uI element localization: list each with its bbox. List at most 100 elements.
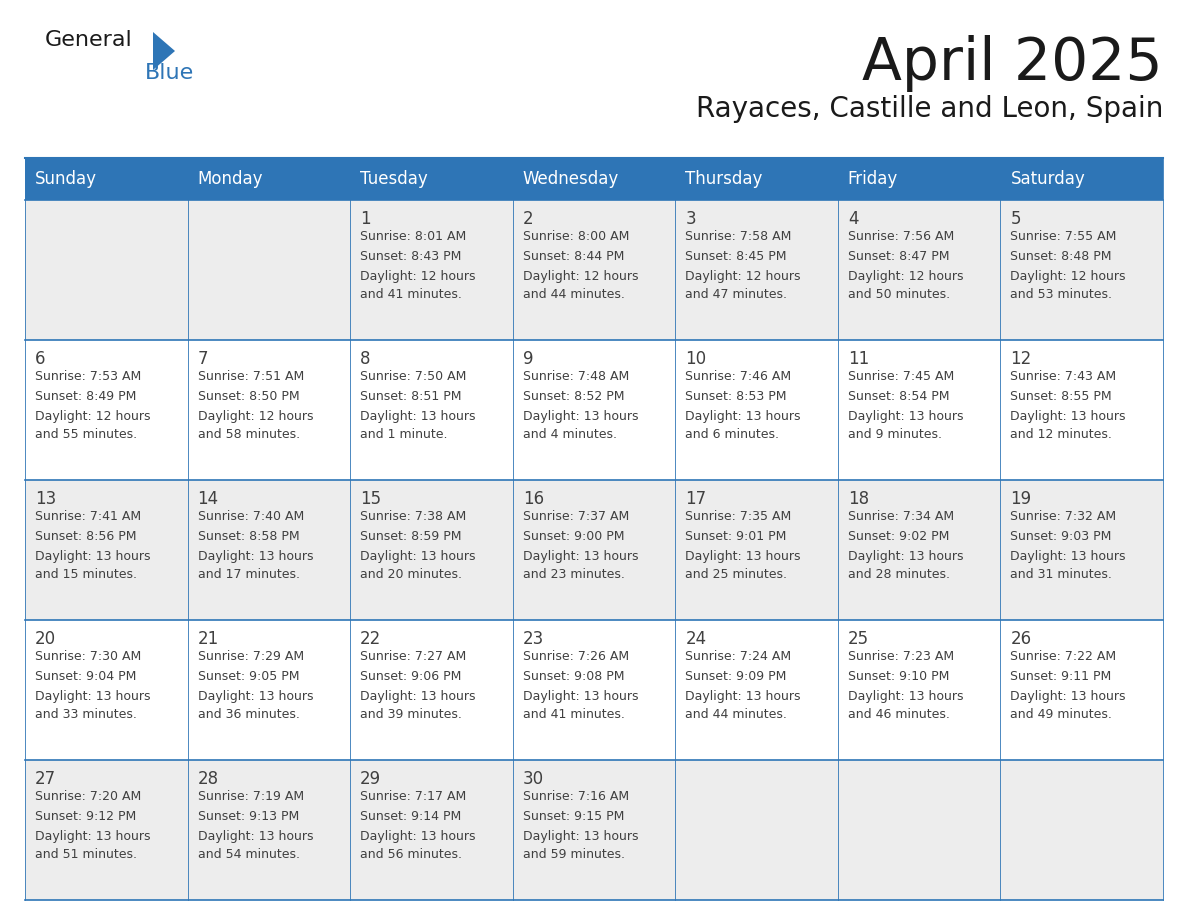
- Text: 15: 15: [360, 490, 381, 508]
- Text: and 58 minutes.: and 58 minutes.: [197, 428, 299, 441]
- Text: Daylight: 13 hours: Daylight: 13 hours: [360, 690, 475, 703]
- Text: 12: 12: [1011, 350, 1031, 368]
- Text: Daylight: 13 hours: Daylight: 13 hours: [523, 830, 638, 843]
- Text: Sunrise: 7:32 AM: Sunrise: 7:32 AM: [1011, 510, 1117, 523]
- Text: Daylight: 12 hours: Daylight: 12 hours: [523, 270, 638, 283]
- Text: Daylight: 13 hours: Daylight: 13 hours: [523, 410, 638, 423]
- Text: Daylight: 12 hours: Daylight: 12 hours: [360, 270, 475, 283]
- Text: Thursday: Thursday: [685, 170, 763, 188]
- Text: Sunrise: 7:48 AM: Sunrise: 7:48 AM: [523, 370, 628, 383]
- Text: 22: 22: [360, 630, 381, 648]
- Text: Sunrise: 7:55 AM: Sunrise: 7:55 AM: [1011, 230, 1117, 243]
- Bar: [25, 340, 1163, 480]
- Text: Daylight: 13 hours: Daylight: 13 hours: [197, 550, 314, 563]
- Text: 17: 17: [685, 490, 707, 508]
- Text: and 59 minutes.: and 59 minutes.: [523, 848, 625, 861]
- Text: and 20 minutes.: and 20 minutes.: [360, 568, 462, 581]
- Text: 1: 1: [360, 210, 371, 228]
- Text: 21: 21: [197, 630, 219, 648]
- Text: Sunset: 9:10 PM: Sunset: 9:10 PM: [848, 670, 949, 683]
- Text: 19: 19: [1011, 490, 1031, 508]
- Bar: [25, 620, 1163, 760]
- Text: Sunrise: 7:26 AM: Sunrise: 7:26 AM: [523, 650, 628, 663]
- Text: and 41 minutes.: and 41 minutes.: [360, 288, 462, 301]
- Bar: [25, 480, 1163, 620]
- Text: Sunrise: 7:38 AM: Sunrise: 7:38 AM: [360, 510, 467, 523]
- Text: Sunset: 9:13 PM: Sunset: 9:13 PM: [197, 810, 299, 823]
- Text: Sunrise: 7:19 AM: Sunrise: 7:19 AM: [197, 790, 304, 803]
- Text: Sunset: 9:03 PM: Sunset: 9:03 PM: [1011, 530, 1112, 543]
- Text: Sunset: 8:59 PM: Sunset: 8:59 PM: [360, 530, 462, 543]
- Text: Sunset: 9:01 PM: Sunset: 9:01 PM: [685, 530, 786, 543]
- Bar: [25, 158, 1163, 200]
- Text: Sunset: 9:00 PM: Sunset: 9:00 PM: [523, 530, 624, 543]
- Text: 28: 28: [197, 770, 219, 788]
- Text: Sunrise: 7:41 AM: Sunrise: 7:41 AM: [34, 510, 141, 523]
- Text: and 44 minutes.: and 44 minutes.: [685, 708, 788, 721]
- Text: and 51 minutes.: and 51 minutes.: [34, 848, 137, 861]
- Text: Tuesday: Tuesday: [360, 170, 428, 188]
- Text: 5: 5: [1011, 210, 1020, 228]
- Text: 8: 8: [360, 350, 371, 368]
- Text: Daylight: 13 hours: Daylight: 13 hours: [685, 550, 801, 563]
- Text: Daylight: 13 hours: Daylight: 13 hours: [34, 550, 151, 563]
- Text: Sunset: 9:14 PM: Sunset: 9:14 PM: [360, 810, 461, 823]
- Text: Friday: Friday: [848, 170, 898, 188]
- Text: and 56 minutes.: and 56 minutes.: [360, 848, 462, 861]
- Text: Daylight: 13 hours: Daylight: 13 hours: [197, 830, 314, 843]
- Text: Daylight: 13 hours: Daylight: 13 hours: [360, 830, 475, 843]
- Text: 20: 20: [34, 630, 56, 648]
- Text: Sunrise: 7:34 AM: Sunrise: 7:34 AM: [848, 510, 954, 523]
- Text: Sunrise: 8:01 AM: Sunrise: 8:01 AM: [360, 230, 467, 243]
- Text: Sunset: 9:04 PM: Sunset: 9:04 PM: [34, 670, 137, 683]
- Text: Sunrise: 7:46 AM: Sunrise: 7:46 AM: [685, 370, 791, 383]
- Bar: [25, 760, 1163, 900]
- Text: and 33 minutes.: and 33 minutes.: [34, 708, 137, 721]
- Text: Sunset: 8:55 PM: Sunset: 8:55 PM: [1011, 390, 1112, 403]
- Text: and 28 minutes.: and 28 minutes.: [848, 568, 950, 581]
- Text: Daylight: 13 hours: Daylight: 13 hours: [34, 830, 151, 843]
- Text: 3: 3: [685, 210, 696, 228]
- Text: Daylight: 12 hours: Daylight: 12 hours: [197, 410, 314, 423]
- Text: Sunday: Sunday: [34, 170, 97, 188]
- Text: Sunset: 9:02 PM: Sunset: 9:02 PM: [848, 530, 949, 543]
- Text: Sunset: 8:44 PM: Sunset: 8:44 PM: [523, 250, 624, 263]
- Text: Monday: Monday: [197, 170, 263, 188]
- Text: 24: 24: [685, 630, 707, 648]
- Text: and 15 minutes.: and 15 minutes.: [34, 568, 137, 581]
- Text: Sunrise: 7:17 AM: Sunrise: 7:17 AM: [360, 790, 467, 803]
- Text: 27: 27: [34, 770, 56, 788]
- Text: Sunrise: 7:45 AM: Sunrise: 7:45 AM: [848, 370, 954, 383]
- Text: Daylight: 13 hours: Daylight: 13 hours: [848, 690, 963, 703]
- Text: Sunrise: 7:53 AM: Sunrise: 7:53 AM: [34, 370, 141, 383]
- Text: and 23 minutes.: and 23 minutes.: [523, 568, 625, 581]
- Text: and 12 minutes.: and 12 minutes.: [1011, 428, 1112, 441]
- Text: Sunset: 8:43 PM: Sunset: 8:43 PM: [360, 250, 461, 263]
- Polygon shape: [153, 32, 175, 70]
- Text: Daylight: 13 hours: Daylight: 13 hours: [1011, 550, 1126, 563]
- Text: 2: 2: [523, 210, 533, 228]
- Text: Sunset: 8:54 PM: Sunset: 8:54 PM: [848, 390, 949, 403]
- Text: and 6 minutes.: and 6 minutes.: [685, 428, 779, 441]
- Text: Daylight: 13 hours: Daylight: 13 hours: [848, 410, 963, 423]
- Text: Sunrise: 7:58 AM: Sunrise: 7:58 AM: [685, 230, 791, 243]
- Text: Sunrise: 7:24 AM: Sunrise: 7:24 AM: [685, 650, 791, 663]
- Text: Sunset: 8:51 PM: Sunset: 8:51 PM: [360, 390, 462, 403]
- Text: Sunrise: 7:35 AM: Sunrise: 7:35 AM: [685, 510, 791, 523]
- Text: Sunset: 8:49 PM: Sunset: 8:49 PM: [34, 390, 137, 403]
- Text: Sunset: 9:08 PM: Sunset: 9:08 PM: [523, 670, 624, 683]
- Text: Sunset: 8:52 PM: Sunset: 8:52 PM: [523, 390, 624, 403]
- Text: 25: 25: [848, 630, 868, 648]
- Text: Daylight: 12 hours: Daylight: 12 hours: [848, 270, 963, 283]
- Text: and 47 minutes.: and 47 minutes.: [685, 288, 788, 301]
- Text: General: General: [45, 30, 133, 50]
- Text: and 31 minutes.: and 31 minutes.: [1011, 568, 1112, 581]
- Text: 10: 10: [685, 350, 707, 368]
- Text: Daylight: 13 hours: Daylight: 13 hours: [1011, 410, 1126, 423]
- Text: Sunset: 8:56 PM: Sunset: 8:56 PM: [34, 530, 137, 543]
- Text: 29: 29: [360, 770, 381, 788]
- Text: Sunrise: 7:20 AM: Sunrise: 7:20 AM: [34, 790, 141, 803]
- Text: 26: 26: [1011, 630, 1031, 648]
- Text: Sunrise: 7:16 AM: Sunrise: 7:16 AM: [523, 790, 628, 803]
- Text: and 36 minutes.: and 36 minutes.: [197, 708, 299, 721]
